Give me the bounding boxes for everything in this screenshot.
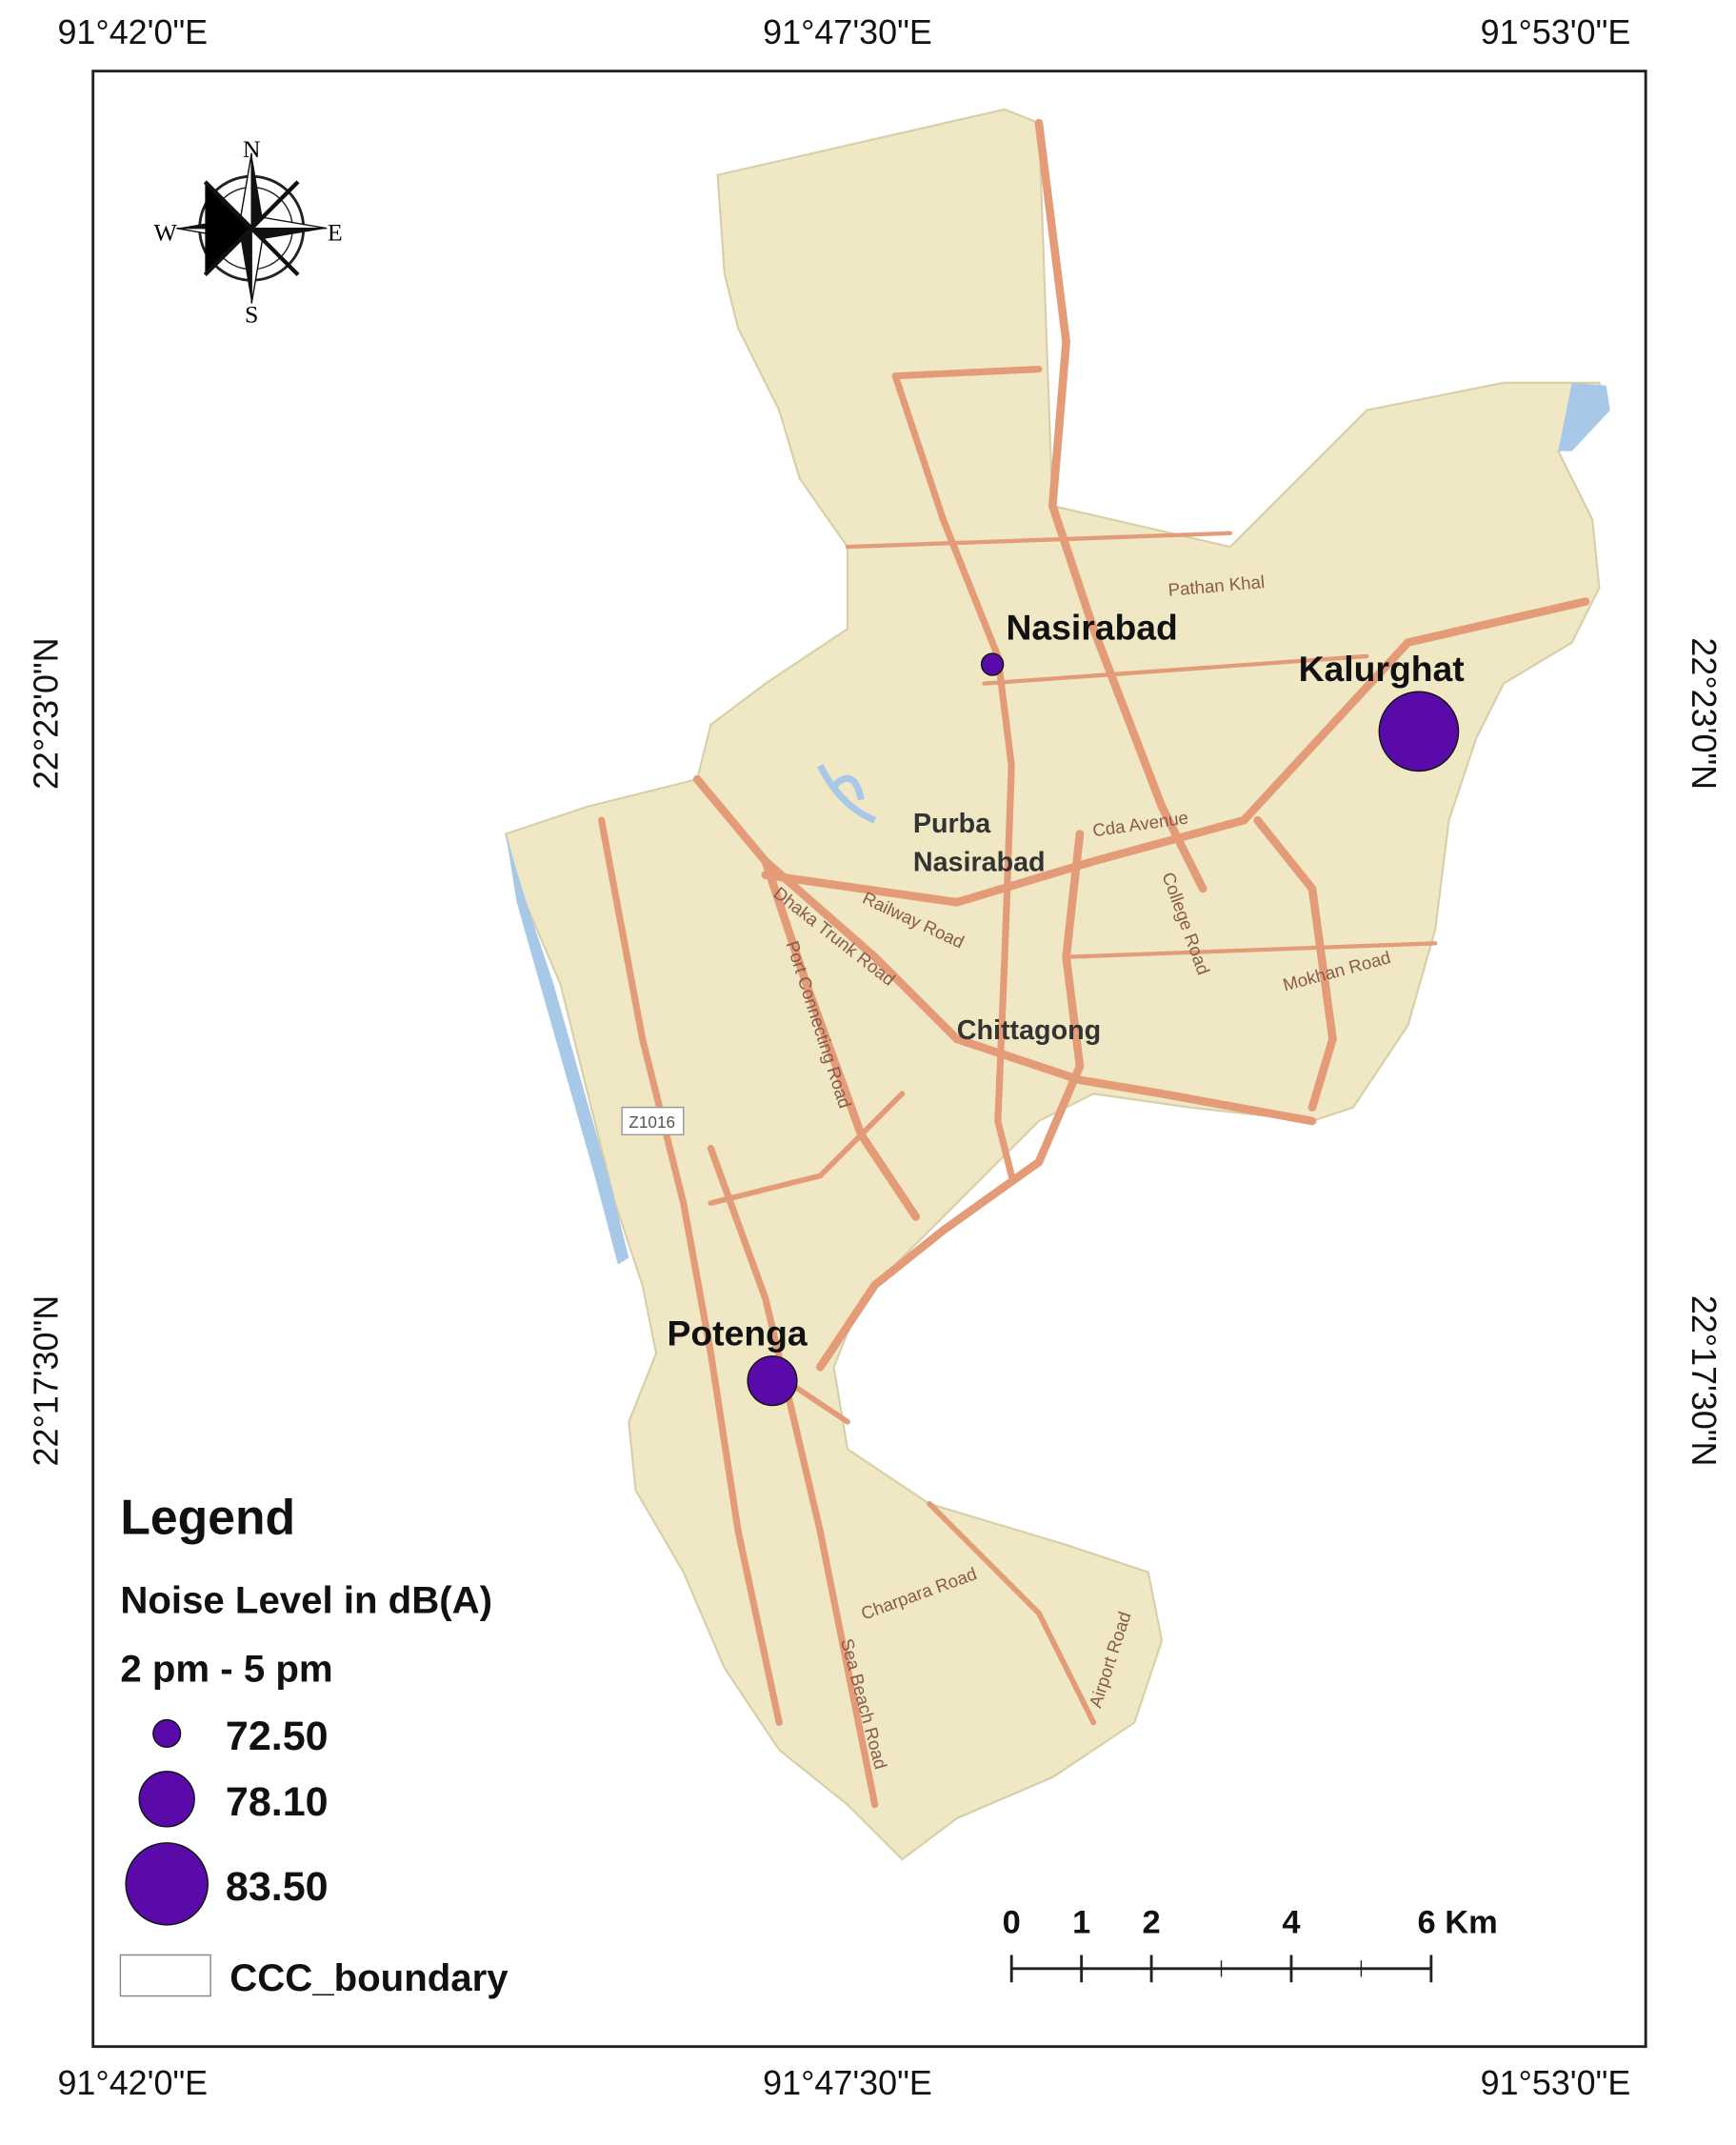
scale-label: 4	[1282, 1905, 1300, 1941]
scale-label: 6 Km	[1417, 1905, 1497, 1941]
lon-label: 91°53'0"E	[1481, 13, 1631, 51]
legend-title: Legend	[120, 1489, 295, 1544]
lon-label: 91°47'30"E	[763, 2064, 932, 2102]
compass-s: S	[245, 301, 258, 329]
lon-label: 91°42'0"E	[57, 2064, 208, 2102]
place-label: Chittagong	[957, 1015, 1101, 1046]
site-point[interactable]	[747, 1355, 798, 1407]
route-label: Z1016	[629, 1113, 675, 1132]
lat-label: 22°23'0"N	[1685, 637, 1723, 790]
route-shield	[621, 1106, 685, 1136]
place-label: Purba	[913, 809, 991, 839]
lake	[817, 764, 877, 824]
lat-label: 22°17'30"N	[27, 1295, 65, 1467]
lon-label: 91°47'30"E	[763, 13, 932, 51]
site-point[interactable]	[1378, 691, 1460, 772]
compass-w: W	[154, 219, 178, 247]
lon-label: 91°53'0"E	[1481, 2064, 1631, 2102]
scale-label: 2	[1143, 1905, 1161, 1941]
place-label: Kalurghat	[1299, 649, 1465, 689]
legend-value: 78.10	[226, 1779, 329, 1825]
legend-period: 2 pm - 5 pm	[120, 1647, 332, 1690]
legend-symbol	[152, 1718, 182, 1749]
lat-label: 22°23'0"N	[27, 637, 65, 790]
roads	[598, 118, 1590, 1809]
site-point[interactable]	[980, 652, 1005, 676]
legend-value: 72.50	[226, 1714, 329, 1759]
river	[1558, 382, 1610, 451]
boundary-swatch	[119, 1954, 211, 1997]
legend-symbol	[138, 1771, 195, 1828]
scale-label: 0	[1003, 1905, 1021, 1941]
legend-value: 83.50	[226, 1864, 329, 1910]
compass-n: N	[243, 135, 261, 163]
compass-e: E	[328, 219, 343, 247]
legend-subtitle: Noise Level in dB(A)	[120, 1579, 492, 1622]
place-label: Nasirabad	[913, 847, 1046, 877]
place-label: Nasirabad	[1006, 608, 1177, 648]
river	[506, 833, 629, 1265]
legend-boundary: CCC_boundary	[229, 1956, 509, 1999]
place-label: Potenga	[668, 1313, 808, 1353]
compass	[176, 152, 328, 304]
scale-label: 1	[1072, 1905, 1090, 1941]
lat-label: 22°17'30"N	[1685, 1295, 1723, 1467]
lon-label: 91°42'0"E	[57, 13, 208, 51]
legend-symbol	[125, 1842, 209, 1926]
